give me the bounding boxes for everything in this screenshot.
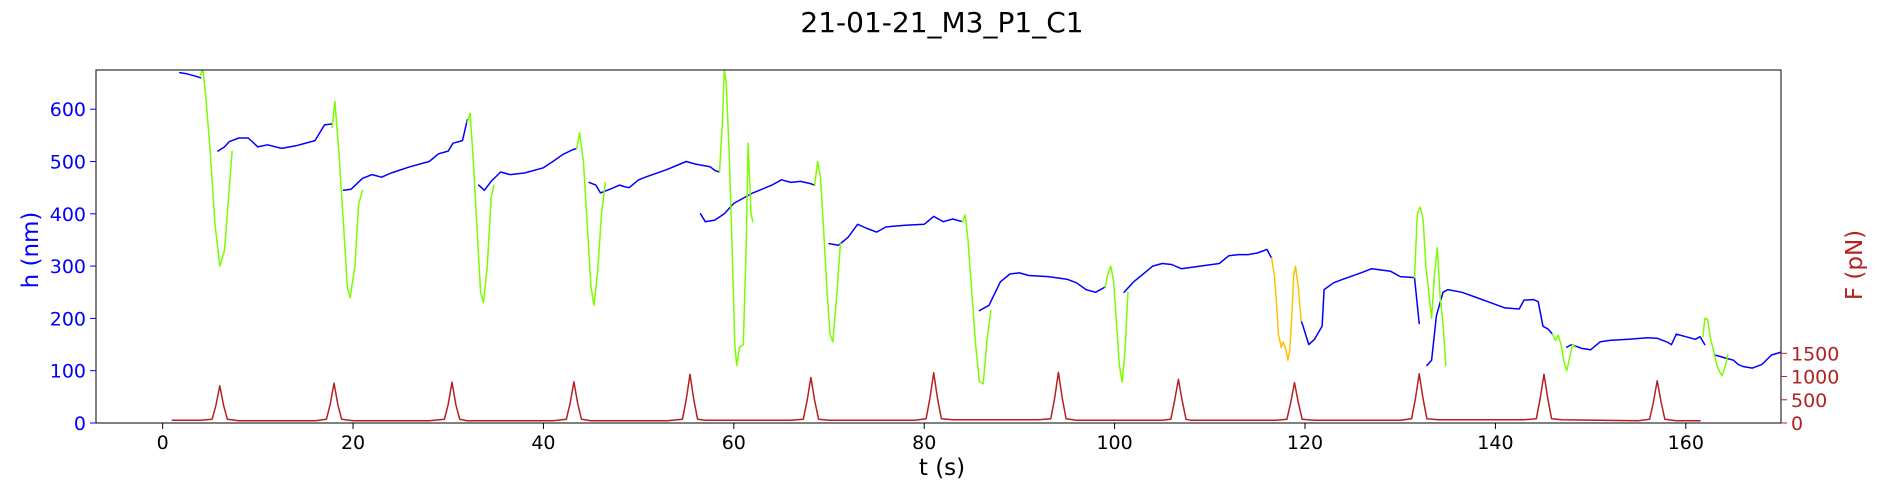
series-height_baseline-line-5: [699, 179, 816, 223]
x-tick-label: 120: [1287, 432, 1323, 454]
series-height_baseline-line-7: [978, 272, 1106, 312]
x-tick-label: 80: [912, 432, 936, 454]
series-height_pulse-line-4: [718, 70, 754, 367]
x-tick-label: 20: [341, 432, 365, 454]
series-height_baseline-line-11: [1566, 333, 1706, 351]
series-height_pulse_alt-line-0: [1270, 257, 1302, 361]
y-axis-right-title: F (pN): [1842, 230, 1868, 300]
x-tick-label: 100: [1096, 432, 1132, 454]
y-right-tick-label: 0: [1791, 413, 1803, 435]
x-tick-label: 160: [1668, 432, 1704, 454]
series-force-line-0: [171, 371, 1701, 422]
y-left-tick-label: 200: [50, 308, 86, 330]
series-height_baseline-line-12: [1713, 351, 1781, 369]
series-height_pulse-line-5: [813, 160, 842, 343]
series-height_pulse-line-2: [466, 112, 495, 304]
y-right-tick-label: 1500: [1791, 343, 1839, 365]
x-tick-label: 40: [531, 432, 555, 454]
x-tick-label: 0: [157, 432, 169, 454]
series-height_pulse-line-9: [1551, 333, 1577, 372]
y-left-tick-label: 0: [74, 413, 86, 435]
series-height_baseline-line-0: [179, 71, 202, 79]
y-left-tick-label: 100: [50, 361, 86, 383]
series-height_pulse-line-11: [1876, 290, 1885, 337]
series-height_pulse-line-8: [1413, 206, 1447, 367]
x-tick-label: 60: [722, 432, 746, 454]
chart-title: 21-01-21_M3_P1_C1: [800, 6, 1083, 39]
plot-frame: [95, 69, 1782, 424]
series-height_baseline-line-6: [828, 215, 964, 246]
series-height_pulse-line-0: [199, 70, 233, 267]
y-left-tick-label: 300: [50, 256, 86, 278]
y-axis-left-title: h (nm): [18, 212, 44, 289]
series-height_pulse-line-7: [1104, 265, 1129, 383]
x-tick-label: 140: [1477, 432, 1513, 454]
y-right-tick-label: 500: [1791, 390, 1827, 412]
series-height_pulse-line-10: [1702, 317, 1729, 377]
series-height_baseline-line-9: [1300, 267, 1420, 346]
series-height_baseline-line-3: [477, 147, 578, 192]
series-height_pulse-line-3: [575, 132, 607, 307]
y-right-tick-label: 1000: [1791, 367, 1839, 389]
series-height_baseline-line-1: [217, 123, 333, 152]
x-axis-title: t (s): [919, 455, 965, 481]
series-height_baseline-line-10: [1426, 288, 1554, 367]
y-left-tick-label: 600: [50, 99, 86, 121]
series-height_baseline-line-4: [588, 160, 721, 194]
series-height_pulse-line-6: [961, 214, 992, 385]
series-height_baseline-line-2: [342, 118, 469, 192]
y-left-tick-label: 400: [50, 204, 86, 226]
series-height_baseline-line-8: [1123, 248, 1273, 294]
series-height_pulse-line-1: [331, 100, 364, 299]
y-left-tick-label: 500: [50, 152, 86, 174]
